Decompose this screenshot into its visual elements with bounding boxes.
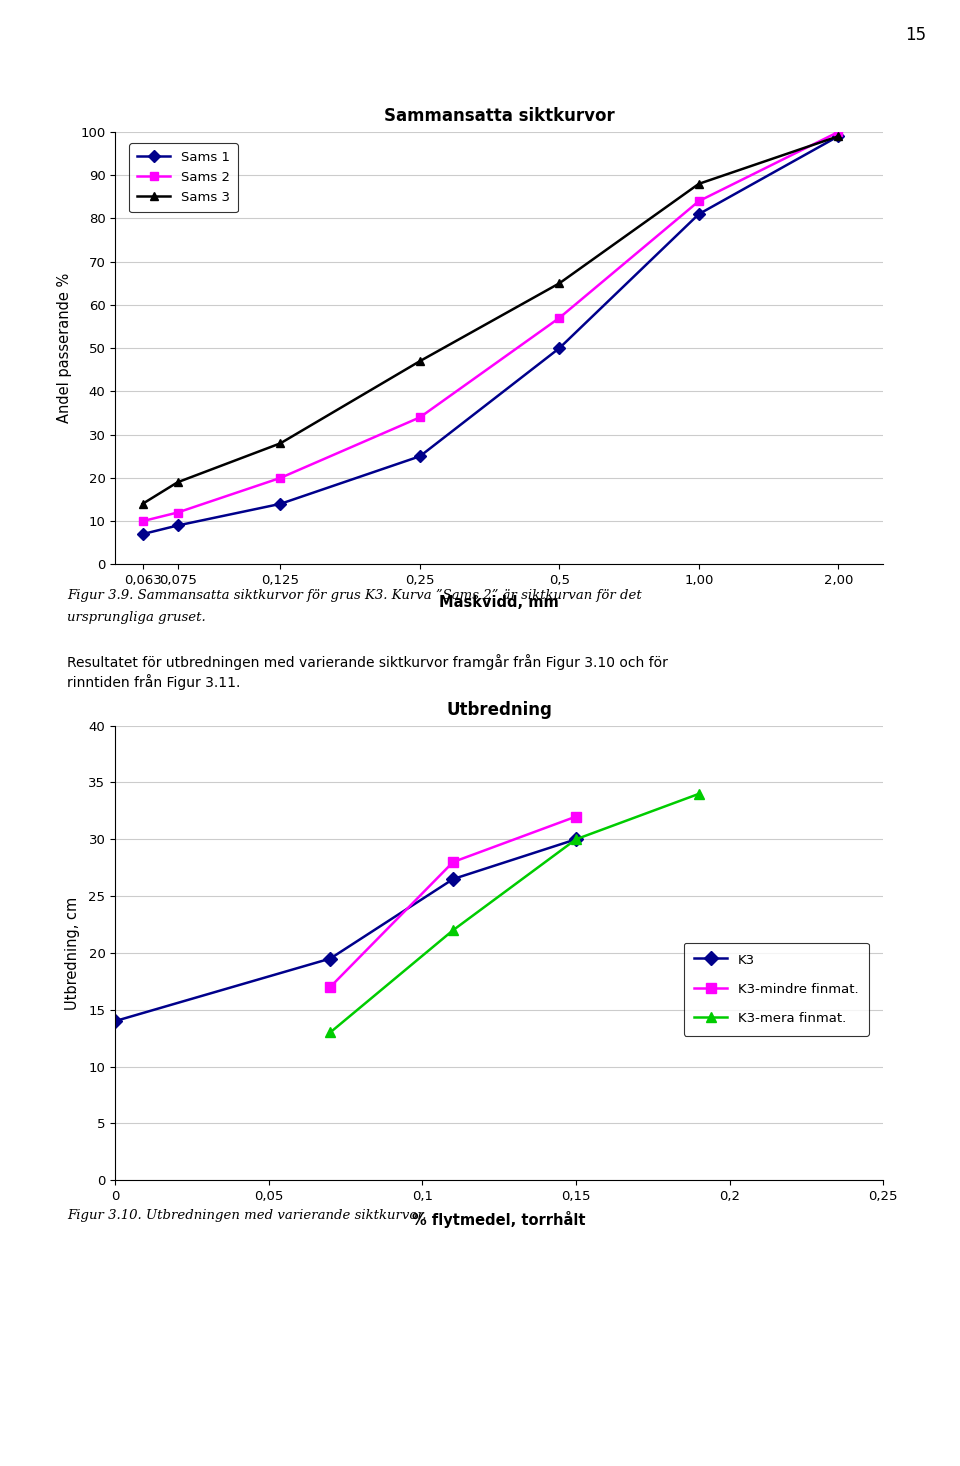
K3 — [570, 830, 582, 847]
Line: Sams 1: Sams 1 — [138, 132, 843, 538]
Sams 2 — [554, 309, 565, 327]
Sams 2 — [136, 513, 148, 531]
K3-mindre finmat. — [324, 978, 336, 995]
K3-mera finmat. — [693, 786, 705, 803]
Sams 1 — [554, 339, 565, 356]
K3-mera finmat. — [570, 830, 582, 847]
Line: Sams 3: Sams 3 — [138, 132, 843, 509]
Sams 3 — [136, 496, 148, 513]
Sams 2 — [414, 409, 425, 427]
Sams 3 — [832, 128, 844, 145]
Text: Figur 3.10. Utbredningen med varierande siktkurvor.: Figur 3.10. Utbredningen med varierande … — [67, 1209, 426, 1223]
Sams 2 — [275, 469, 286, 487]
K3 — [324, 950, 336, 968]
Line: K3-mera finmat.: K3-mera finmat. — [325, 789, 704, 1038]
Text: Resultatet för utbredningen med varierande siktkurvor framgår från Figur 3.10 oc: Resultatet för utbredningen med varieran… — [67, 654, 668, 670]
K3-mera finmat. — [447, 921, 459, 938]
Sams 2 — [832, 123, 844, 141]
Sams 3 — [693, 174, 705, 192]
Sams 3 — [414, 352, 425, 369]
X-axis label: % flytmedel, torrhålt: % flytmedel, torrhålt — [413, 1211, 586, 1229]
Y-axis label: Andel passerande %: Andel passerande % — [57, 273, 72, 424]
Line: K3: K3 — [110, 834, 581, 1026]
Sams 1 — [832, 128, 844, 145]
K3 — [447, 871, 459, 888]
Title: Sammansatta siktkurvor: Sammansatta siktkurvor — [384, 107, 614, 125]
K3-mindre finmat. — [570, 808, 582, 825]
Sams 1 — [414, 447, 425, 465]
Sams 1 — [172, 516, 183, 534]
Text: rinntiden från Figur 3.11.: rinntiden från Figur 3.11. — [67, 674, 241, 690]
Line: Sams 2: Sams 2 — [138, 128, 843, 525]
Y-axis label: Utbredning, cm: Utbredning, cm — [65, 896, 80, 1010]
Sams 3 — [554, 274, 565, 292]
X-axis label: Maskvidd, mm: Maskvidd, mm — [440, 595, 559, 610]
Sams 1 — [693, 205, 705, 223]
Legend: Sams 1, Sams 2, Sams 3: Sams 1, Sams 2, Sams 3 — [130, 142, 238, 213]
Sams 1 — [136, 525, 148, 542]
Sams 3 — [275, 434, 286, 452]
Sams 3 — [172, 474, 183, 491]
K3-mera finmat. — [324, 1023, 336, 1041]
K3 — [109, 1012, 121, 1029]
Title: Utbredning: Utbredning — [446, 701, 552, 718]
Text: 15: 15 — [905, 26, 926, 44]
Text: ursprungliga gruset.: ursprungliga gruset. — [67, 611, 206, 625]
Sams 2 — [693, 192, 705, 210]
Sams 2 — [172, 504, 183, 522]
Line: K3-mindre finmat.: K3-mindre finmat. — [325, 812, 581, 992]
Sams 1 — [275, 496, 286, 513]
Legend: K3, K3-mindre finmat., K3-mera finmat.: K3, K3-mindre finmat., K3-mera finmat. — [684, 943, 869, 1036]
K3-mindre finmat. — [447, 853, 459, 871]
Text: Figur 3.9. Sammansatta siktkurvor för grus K3. Kurva ”Sams 2” är siktkurvan för : Figur 3.9. Sammansatta siktkurvor för gr… — [67, 589, 642, 603]
